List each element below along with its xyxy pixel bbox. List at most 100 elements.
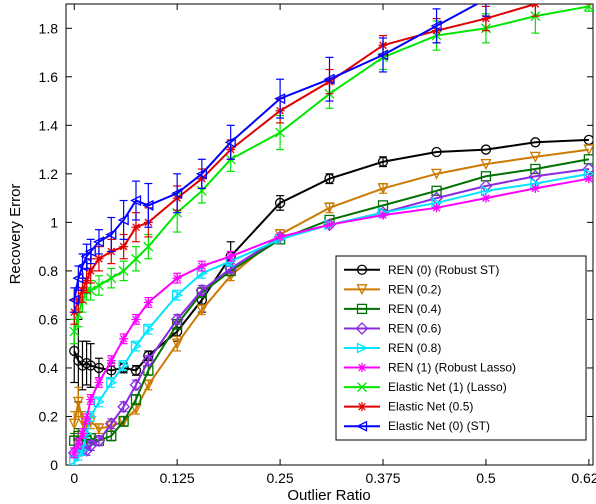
x-tick-label: 0.25 (266, 470, 293, 486)
legend-label: REN (1) (Robust Lasso) (388, 361, 516, 375)
y-tick-label: 0 (50, 457, 58, 473)
data-point (530, 183, 540, 193)
data-point (106, 430, 117, 442)
y-tick-label: 0.6 (39, 311, 59, 327)
data-point (130, 194, 142, 207)
data-point (323, 73, 335, 85)
data-point (86, 394, 96, 404)
data-point (104, 417, 118, 431)
legend-marker (356, 303, 368, 315)
data-point (583, 134, 593, 146)
data-point (130, 365, 142, 376)
y-tick-label: 1.8 (39, 20, 59, 36)
legend-label: Elastic Net (0) (ST) (388, 419, 490, 433)
legend-marker (356, 342, 368, 354)
y-axis-title: Recovery Error (7, 184, 24, 285)
x-tick-label: 0 (70, 470, 78, 486)
data-point (84, 439, 98, 453)
data-point (143, 241, 154, 252)
data-point (432, 203, 442, 213)
data-point (129, 378, 143, 392)
data-point (377, 183, 389, 195)
legend-label: REN (0.6) (388, 321, 441, 335)
y-tick-label: 0.8 (39, 263, 59, 279)
data-point (224, 136, 236, 148)
data-point (530, 4, 540, 9)
data-point (73, 438, 83, 448)
x-tick-label: 0.375 (366, 470, 401, 486)
data-point (275, 232, 285, 242)
legend-marker (357, 382, 367, 393)
data-point (226, 251, 236, 261)
data-point (82, 414, 92, 424)
data-point (171, 187, 183, 199)
data-point (196, 304, 208, 316)
data-point (69, 448, 79, 458)
y-tick-label: 1.4 (39, 117, 59, 133)
data-point (130, 340, 142, 352)
data-point (93, 423, 105, 435)
data-point (142, 379, 154, 391)
data-point (131, 314, 141, 324)
data-point (68, 418, 80, 430)
data-point (195, 168, 208, 180)
data-point (143, 323, 155, 335)
data-point (195, 283, 209, 297)
data-point (82, 276, 92, 286)
data-point (480, 158, 492, 171)
data-point (377, 49, 389, 61)
data-point (117, 214, 129, 226)
data-point (84, 245, 96, 258)
data-point (325, 220, 334, 230)
data-point (378, 210, 388, 220)
data-point (118, 265, 129, 276)
data-point (324, 173, 335, 184)
data-point (105, 228, 117, 241)
data-point (323, 202, 336, 214)
legend-label: Elastic Net (1) (Lasso) (388, 380, 507, 394)
data-point (583, 4, 593, 12)
data-point (481, 14, 491, 24)
series-layer (67, 4, 593, 465)
data-point (584, 174, 593, 184)
data-point (583, 144, 593, 156)
data-point (530, 137, 541, 148)
y-tick-label: 1 (50, 214, 58, 230)
data-point (93, 362, 105, 374)
data-point (171, 338, 183, 350)
legend-label: REN (0.2) (388, 282, 441, 296)
data-point (119, 334, 129, 344)
data-point (141, 354, 155, 368)
axis-ticks: 0 0.125 0.25 0.375 0.5 0.625 0 0.2 0.4 0.6 0.8 1 1.2… (39, 4, 596, 486)
legend-marker (356, 284, 368, 296)
data-point (530, 163, 541, 175)
y-tick-label: 1.6 (39, 69, 59, 85)
y-tick-label: 0.4 (39, 360, 59, 376)
data-point (529, 151, 541, 163)
legend-marker (356, 264, 368, 275)
legend-label: REN (0.4) (388, 302, 441, 316)
data-point (77, 444, 89, 456)
data-point (118, 359, 130, 372)
data-point (69, 326, 80, 337)
data-point (68, 294, 80, 306)
data-point (93, 396, 105, 408)
data-point (480, 185, 492, 197)
series-line (73, 138, 589, 372)
data-point (431, 146, 442, 158)
data-point (130, 394, 142, 405)
data-point (275, 127, 286, 138)
x-tick-label: 0.5 (476, 470, 496, 486)
x-tick-label: 0.625 (571, 470, 596, 486)
data-point (86, 266, 96, 276)
data-point (106, 356, 116, 366)
data-point (93, 280, 104, 291)
data-point (430, 20, 442, 32)
data-point (119, 242, 129, 252)
data-point (94, 254, 104, 264)
legend: REN (0) (Robust ST) REN (0.2) REN (0.4) REN… (335, 255, 587, 441)
data-point (131, 222, 141, 232)
data-point (117, 400, 131, 414)
data-point (106, 376, 118, 389)
